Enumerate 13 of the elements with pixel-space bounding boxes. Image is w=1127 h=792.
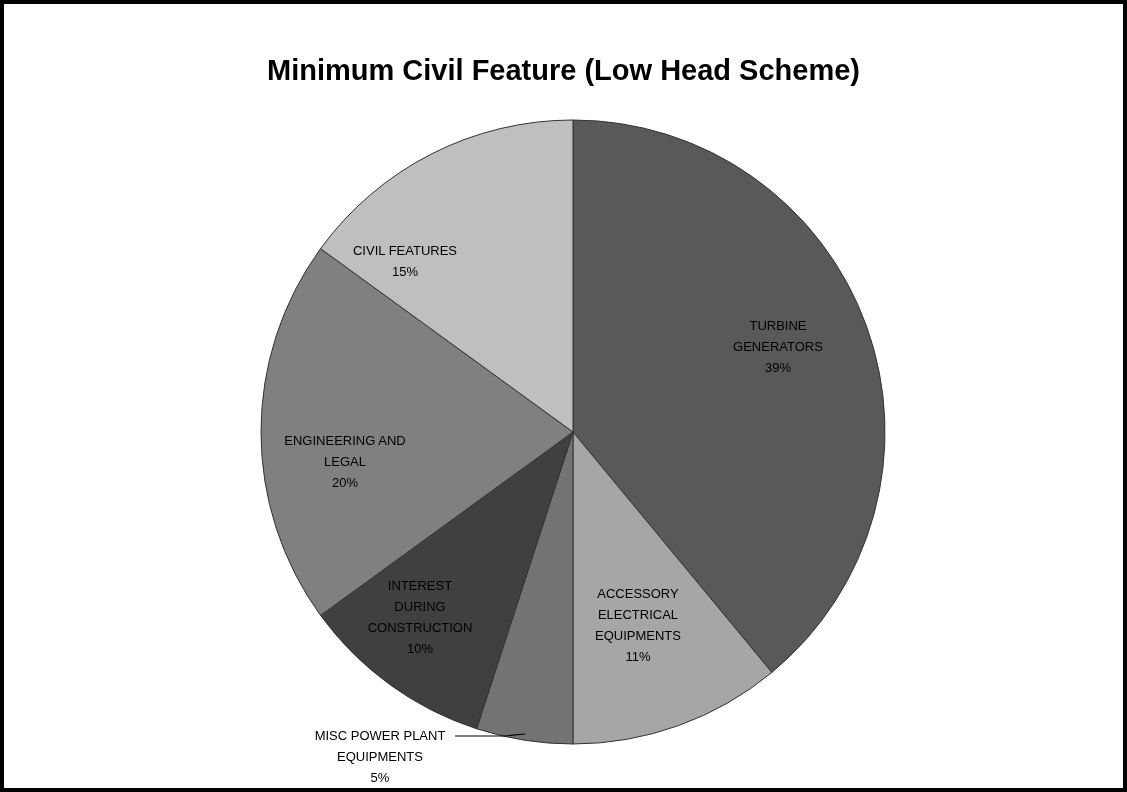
slice-label: CIVIL FEATURES — [352, 243, 458, 258]
slice-label: ENGINEERING AND LEGAL — [284, 433, 406, 469]
data-label: 11% — [625, 649, 651, 664]
data-label: 10% — [406, 641, 434, 656]
chart-title: Minimum Civil Feature (Low Head Scheme) — [267, 54, 860, 86]
data-label: 5% — [370, 770, 390, 785]
slice-label: TURBINE GENERATORS — [733, 318, 824, 354]
data-label: 20% — [331, 475, 359, 490]
slice-label: MISC POWER PLANT EQUIPMENTS — [314, 728, 446, 764]
slice-label: ACCESSORY ELECTRICAL EQUIPMENTS — [595, 586, 682, 643]
slice-label: INTEREST DURING CONSTRUCTION — [367, 578, 473, 635]
data-label: 39% — [764, 360, 792, 375]
data-label: 15% — [391, 264, 419, 279]
